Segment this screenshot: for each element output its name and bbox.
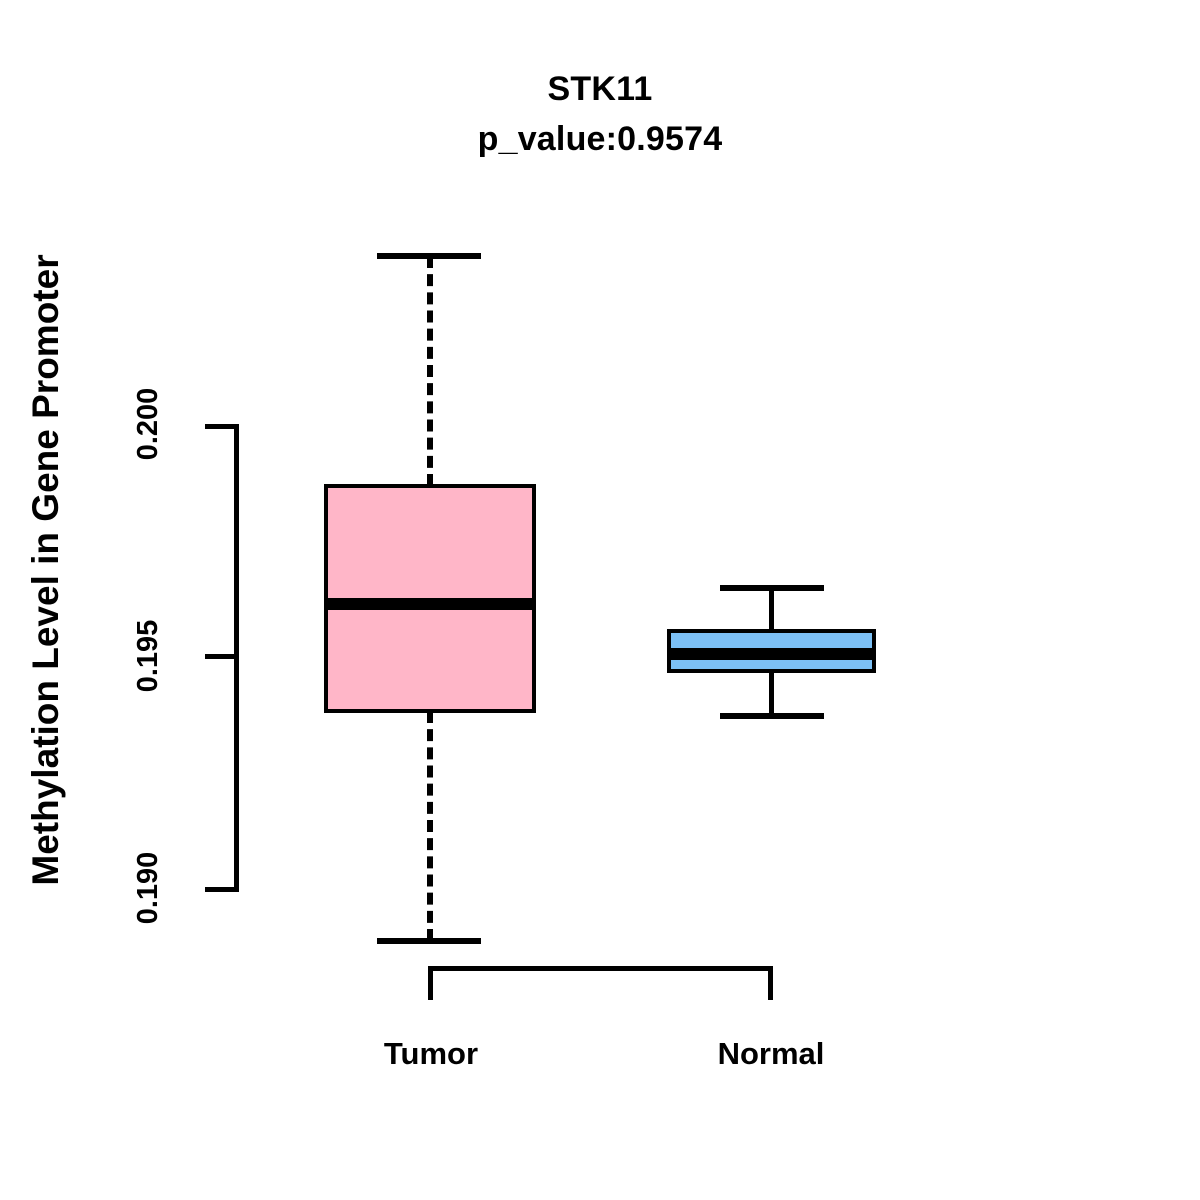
y-tick-label-0200: 0.200 <box>132 387 164 461</box>
y-axis-title-text: Methylation Level in Gene Promoter <box>25 254 66 886</box>
x-tick-label-normal: Normal <box>717 1036 825 1071</box>
normal-lower-whisker-cap <box>720 713 824 719</box>
y-axis-tick-0200 <box>205 424 239 429</box>
x-tick-label-tumor: Tumor <box>383 1036 479 1071</box>
tumor-box <box>324 484 536 713</box>
normal-upper-whisker-stem <box>769 588 774 631</box>
tumor-upper-whisker-stem <box>427 256 433 486</box>
normal-median-line <box>667 648 876 660</box>
x-axis-tick-tumor <box>428 966 433 1000</box>
tumor-lower-whisker-cap <box>377 938 481 944</box>
tumor-median-line <box>324 598 536 610</box>
y-axis-tick-0195 <box>205 654 239 659</box>
x-axis-spine <box>428 966 773 971</box>
normal-lower-whisker-stem <box>769 671 774 716</box>
y-axis-tick-0190 <box>205 887 239 892</box>
chart-subtitle-pvalue: p_value:0.9574 <box>477 120 723 158</box>
y-tick-label-0190: 0.190 <box>132 851 164 925</box>
normal-box <box>667 629 876 673</box>
tumor-lower-whisker-stem <box>427 711 433 941</box>
y-tick-label-0195: 0.195 <box>132 619 164 693</box>
y-axis-title: Methylation Level in Gene Promoter <box>25 250 71 890</box>
chart-title: STK11 <box>547 70 653 108</box>
normal-upper-whisker-cap <box>720 585 824 591</box>
x-axis-tick-normal <box>768 966 773 1000</box>
tumor-upper-whisker-cap <box>377 253 481 259</box>
